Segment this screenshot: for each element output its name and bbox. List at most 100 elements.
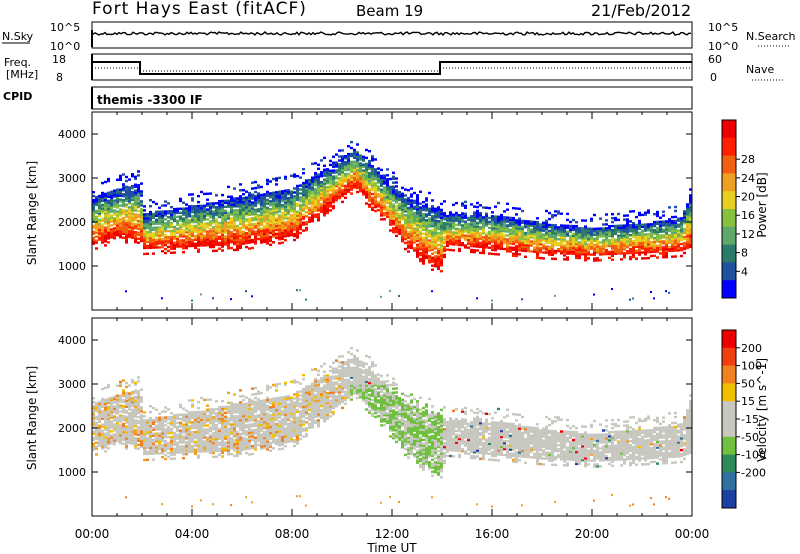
power-cell bbox=[659, 248, 662, 251]
power-cell bbox=[269, 231, 272, 235]
power-cell bbox=[104, 244, 107, 247]
power-cell bbox=[413, 227, 416, 230]
power-cell bbox=[632, 224, 635, 227]
velocity-cell bbox=[173, 437, 176, 440]
power-cell bbox=[515, 221, 518, 224]
power-cell bbox=[653, 240, 656, 244]
power-cell bbox=[224, 205, 227, 208]
power-cell bbox=[212, 214, 215, 217]
power-cell bbox=[539, 235, 542, 238]
power-cell bbox=[584, 255, 587, 258]
power-cell bbox=[494, 253, 497, 256]
power-cell bbox=[218, 225, 221, 229]
power-cell bbox=[323, 198, 326, 201]
power-cell bbox=[278, 232, 281, 235]
power-cell bbox=[566, 242, 569, 245]
velocity-cell bbox=[116, 430, 119, 433]
power-cell bbox=[374, 178, 377, 181]
power-cell bbox=[296, 212, 299, 215]
velocity-cell bbox=[146, 428, 149, 432]
power-cell bbox=[485, 224, 488, 227]
power-cell bbox=[452, 225, 455, 228]
power-cell bbox=[587, 231, 590, 234]
power-cell bbox=[608, 250, 611, 254]
velocity-cell bbox=[128, 422, 131, 425]
power-cell bbox=[461, 234, 464, 237]
power-cell bbox=[329, 197, 332, 200]
power-cell bbox=[101, 207, 104, 210]
power-cell bbox=[365, 162, 368, 166]
power-cell bbox=[146, 222, 149, 226]
power-cell bbox=[137, 203, 140, 207]
power-cell bbox=[539, 243, 542, 246]
power-cell bbox=[587, 245, 590, 248]
power-cell bbox=[188, 205, 191, 208]
power-cell bbox=[254, 212, 257, 215]
power-cell bbox=[191, 211, 194, 214]
power-cell bbox=[644, 243, 647, 246]
power-cell bbox=[305, 181, 308, 184]
power-cell bbox=[257, 214, 260, 217]
power-cell bbox=[266, 240, 269, 243]
power-cell bbox=[161, 240, 164, 243]
power-cell bbox=[344, 164, 347, 168]
power-cell bbox=[359, 176, 362, 179]
power-cell bbox=[563, 234, 566, 237]
power-cell bbox=[638, 243, 641, 246]
power-cell bbox=[146, 234, 149, 238]
power-cell bbox=[389, 215, 392, 218]
power-cell bbox=[248, 207, 251, 211]
power-cell bbox=[584, 247, 587, 250]
power-cell bbox=[317, 181, 320, 184]
power-cell bbox=[368, 179, 371, 183]
power-cell bbox=[293, 238, 296, 242]
power-cell bbox=[422, 256, 425, 259]
power-cell bbox=[455, 201, 458, 205]
power-cell bbox=[350, 178, 353, 181]
velocity-cell bbox=[161, 456, 164, 459]
velocity-cell bbox=[107, 425, 110, 428]
power-cell bbox=[668, 237, 671, 241]
power-cell bbox=[683, 230, 686, 233]
power-cell bbox=[398, 208, 401, 212]
velocity-cell bbox=[200, 426, 203, 429]
power-cell bbox=[473, 223, 476, 226]
power-cell bbox=[500, 225, 503, 229]
power-cell bbox=[107, 195, 110, 198]
power-cell bbox=[431, 199, 434, 202]
power-cell bbox=[110, 202, 113, 205]
power-cell bbox=[338, 165, 341, 168]
power-cell bbox=[134, 213, 137, 216]
power-cell bbox=[299, 214, 302, 217]
power-cell bbox=[221, 239, 224, 242]
power-cell bbox=[197, 250, 200, 253]
power-cell bbox=[446, 230, 449, 234]
power-cell bbox=[374, 186, 377, 189]
power-cell bbox=[416, 229, 419, 233]
velocity-cell bbox=[119, 428, 122, 431]
power-cell bbox=[236, 219, 239, 222]
velocity-cell bbox=[92, 444, 95, 447]
power-cell bbox=[611, 234, 614, 238]
velocity-cell bbox=[161, 420, 164, 423]
power-cell bbox=[146, 230, 149, 234]
power-cell bbox=[323, 168, 326, 171]
power-cell bbox=[392, 219, 395, 222]
power-cell bbox=[533, 242, 536, 245]
power-cell bbox=[239, 220, 242, 224]
power-cell bbox=[527, 238, 530, 241]
velocity-cell bbox=[131, 400, 134, 404]
power-cell bbox=[569, 228, 572, 232]
power-cell bbox=[407, 240, 410, 243]
power-cell bbox=[176, 207, 179, 211]
power-cell bbox=[203, 238, 206, 241]
power-cell bbox=[518, 237, 521, 240]
power-cell bbox=[179, 235, 182, 238]
power-cell bbox=[653, 232, 656, 236]
power-cell bbox=[269, 229, 272, 233]
velocity-cell bbox=[122, 379, 125, 382]
power-cell bbox=[386, 184, 389, 187]
power-cell bbox=[203, 212, 206, 215]
power-cell bbox=[659, 222, 662, 225]
power-cell bbox=[629, 298, 631, 301]
